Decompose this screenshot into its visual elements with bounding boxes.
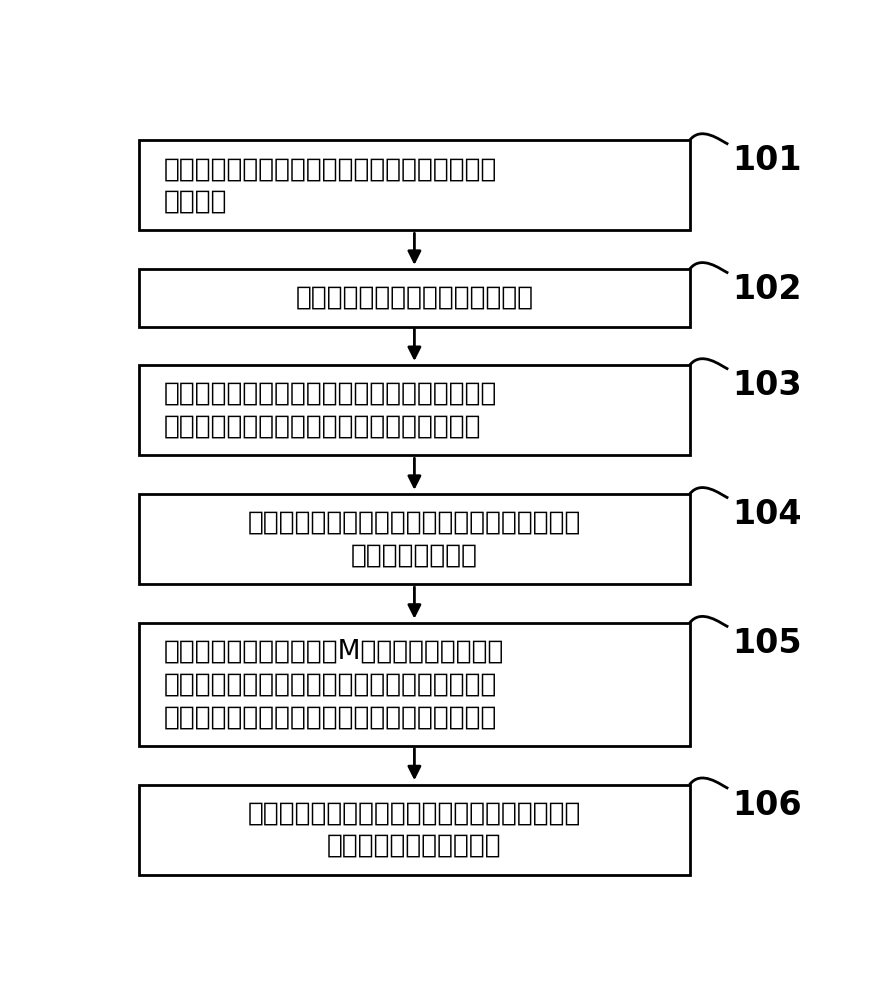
Bar [139, 785, 689, 875]
Text: 实施压后钻除全部桥塞，完成钻除全部桥塞后暂: 实施压后钻除全部桥塞，完成钻除全部桥塞后暂 [247, 800, 581, 826]
Bar [139, 140, 689, 230]
Bar [139, 269, 689, 327]
Bar [139, 623, 689, 746]
Text: 105: 105 [732, 627, 802, 660]
Text: 102: 102 [732, 273, 802, 306]
Text: 前压裂施工后留下的老射孔孔眼依次进行封堵: 前压裂施工后留下的老射孔孔眼依次进行封堵 [164, 414, 481, 440]
Text: 106: 106 [732, 789, 802, 822]
Text: 103: 103 [732, 369, 802, 402]
Bar [139, 494, 689, 584]
Text: 104: 104 [732, 498, 802, 531]
Text: 101: 101 [732, 144, 802, 177]
Text: 定向射孔起出联作管柱、以及实施重复压裂施工: 定向射孔起出联作管柱、以及实施重复压裂施工 [164, 704, 497, 730]
Text: 向所述水平井中下可拖动封堵管柱: 向所述水平井中下可拖动封堵管柱 [296, 285, 533, 311]
Text: 堵胶塞破胶水化并返排出: 堵胶塞破胶水化并返排出 [327, 833, 502, 859]
Bar [139, 365, 689, 455]
Text: 下操作：下射孔桥塞联作管柱、坐封桥塞、重新: 下操作：下射孔桥塞联作管柱、坐封桥塞、重新 [164, 671, 497, 697]
Text: 采用与每一段相对应的暂堵胶塞，对每一段中先: 采用与每一段相对应的暂堵胶塞，对每一段中先 [164, 381, 497, 407]
Text: 对封堵后的水平井第一段进行重新定向射孔，并: 对封堵后的水平井第一段进行重新定向射孔，并 [247, 510, 581, 536]
Text: 根据每一段的破胶要求，确定与每一段相对应的: 根据每一段的破胶要求，确定与每一段相对应的 [164, 156, 497, 182]
Text: 暂堵胶塞: 暂堵胶塞 [164, 189, 228, 215]
Text: 依次对水平井第二段至第M段中的每一段进行以: 依次对水平井第二段至第M段中的每一段进行以 [164, 639, 505, 665]
Text: 实施重复压裂施工: 实施重复压裂施工 [351, 543, 478, 569]
